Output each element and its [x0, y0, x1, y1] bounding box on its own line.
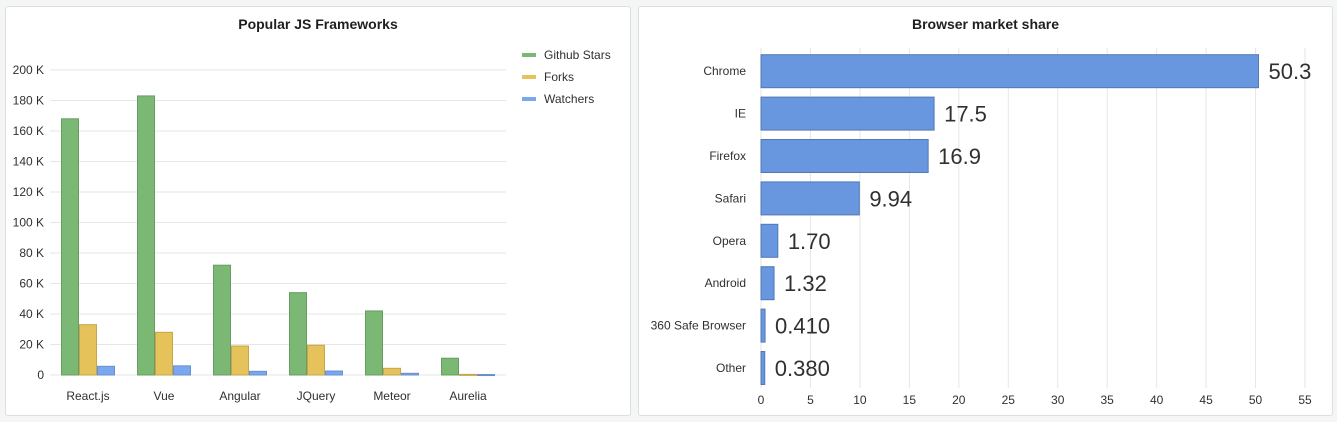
- value-label: 0.410: [775, 314, 830, 339]
- x-tick-label: 40: [1150, 393, 1164, 407]
- y-tick-label: 20 K: [19, 338, 44, 352]
- y-tick-label: 0: [37, 368, 44, 382]
- x-tick-label: 55: [1298, 393, 1312, 407]
- x-tick-label: 5: [807, 393, 814, 407]
- bar-github-stars: [289, 292, 307, 376]
- x-tick-label: Aurelia: [449, 389, 487, 403]
- legend-label: Github Stars: [544, 48, 611, 62]
- x-tick-label: Vue: [154, 389, 175, 403]
- y-tick-label: 40 K: [19, 307, 44, 321]
- bar-github-stars: [137, 95, 155, 376]
- legend-swatch: [522, 75, 536, 79]
- bar-watchers: [249, 370, 267, 376]
- bar-watchers: [401, 372, 419, 376]
- x-tick-label: JQuery: [297, 389, 336, 403]
- y-tick-label: Opera: [713, 234, 747, 248]
- x-tick-label: 20: [952, 393, 966, 407]
- bar: [760, 181, 860, 216]
- value-label: 1.32: [784, 271, 827, 296]
- bar-forks: [231, 345, 249, 376]
- x-tick-label: 30: [1051, 393, 1065, 407]
- y-tick-label: 180 K: [13, 94, 44, 108]
- bar: [760, 266, 775, 301]
- value-label: 0.380: [775, 356, 830, 381]
- y-tick-label: 120 K: [13, 185, 44, 199]
- value-label: 50.3: [1269, 59, 1312, 84]
- browser-title: Browser market share: [911, 16, 1060, 32]
- x-tick-label: Meteor: [373, 389, 410, 403]
- x-tick-label: Angular: [219, 389, 260, 403]
- bar-watchers: [325, 370, 343, 376]
- value-label: 16.9: [938, 144, 981, 169]
- y-tick-label: Firefox: [709, 149, 746, 163]
- bar: [760, 54, 1260, 89]
- y-tick-label: 160 K: [13, 124, 44, 138]
- x-tick-label: 15: [903, 393, 917, 407]
- bar-watchers: [173, 365, 191, 376]
- frameworks-title: Popular JS Frameworks: [238, 16, 398, 32]
- x-tick-label: React.js: [66, 389, 109, 403]
- bar: [760, 96, 935, 131]
- y-tick-label: IE: [735, 107, 746, 121]
- y-tick-label: Safari: [715, 191, 746, 205]
- bar-forks: [155, 331, 173, 376]
- y-tick-label: 100 K: [13, 216, 44, 230]
- y-tick-label: 140 K: [13, 155, 44, 169]
- y-tick-label: Android: [705, 276, 746, 290]
- bar-forks: [79, 324, 97, 376]
- x-tick-label: 0: [758, 393, 765, 407]
- value-label: 17.5: [944, 102, 987, 127]
- legend-label: Forks: [544, 70, 574, 84]
- bar-watchers: [97, 365, 115, 376]
- value-label: 9.94: [869, 186, 912, 211]
- bar: [760, 351, 766, 385]
- bar-forks: [459, 373, 477, 376]
- bar-github-stars: [365, 310, 383, 376]
- legend-label: Watchers: [544, 92, 594, 106]
- y-tick-label: 60 K: [19, 277, 44, 291]
- y-tick-label: Other: [716, 361, 746, 375]
- legend-swatch: [522, 97, 536, 101]
- y-tick-label: 80 K: [19, 246, 44, 260]
- bar: [760, 139, 929, 173]
- x-tick-label: 50: [1249, 393, 1263, 407]
- x-tick-label: 25: [1002, 393, 1016, 407]
- bar-watchers: [477, 374, 495, 377]
- x-tick-label: 45: [1199, 393, 1213, 407]
- bar-forks: [307, 344, 325, 376]
- legend-swatch: [522, 53, 536, 57]
- y-tick-label: 200 K: [13, 63, 44, 77]
- x-tick-label: 35: [1101, 393, 1115, 407]
- x-tick-label: 10: [853, 393, 867, 407]
- y-tick-label: 360 Safe Browser: [651, 319, 746, 333]
- bar-github-stars: [213, 264, 231, 376]
- bar: [760, 308, 766, 343]
- y-tick-label: Chrome: [703, 64, 746, 78]
- bar: [760, 223, 779, 258]
- bar-forks: [383, 367, 401, 376]
- value-label: 1.70: [788, 229, 831, 254]
- bar-github-stars: [441, 357, 459, 376]
- bar-github-stars: [61, 118, 79, 376]
